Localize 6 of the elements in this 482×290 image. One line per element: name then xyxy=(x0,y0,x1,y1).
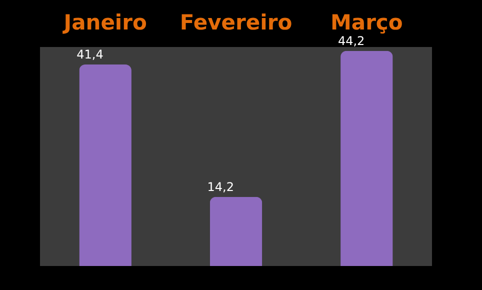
data-label: 44,2 xyxy=(338,34,365,48)
x-tick-label: Janeiro xyxy=(62,10,147,34)
x-tick-label: Março xyxy=(330,10,403,34)
data-label: 14,2 xyxy=(207,180,234,194)
x-tick-label: Fevereiro xyxy=(180,10,292,34)
data-label: 41,4 xyxy=(76,48,104,62)
